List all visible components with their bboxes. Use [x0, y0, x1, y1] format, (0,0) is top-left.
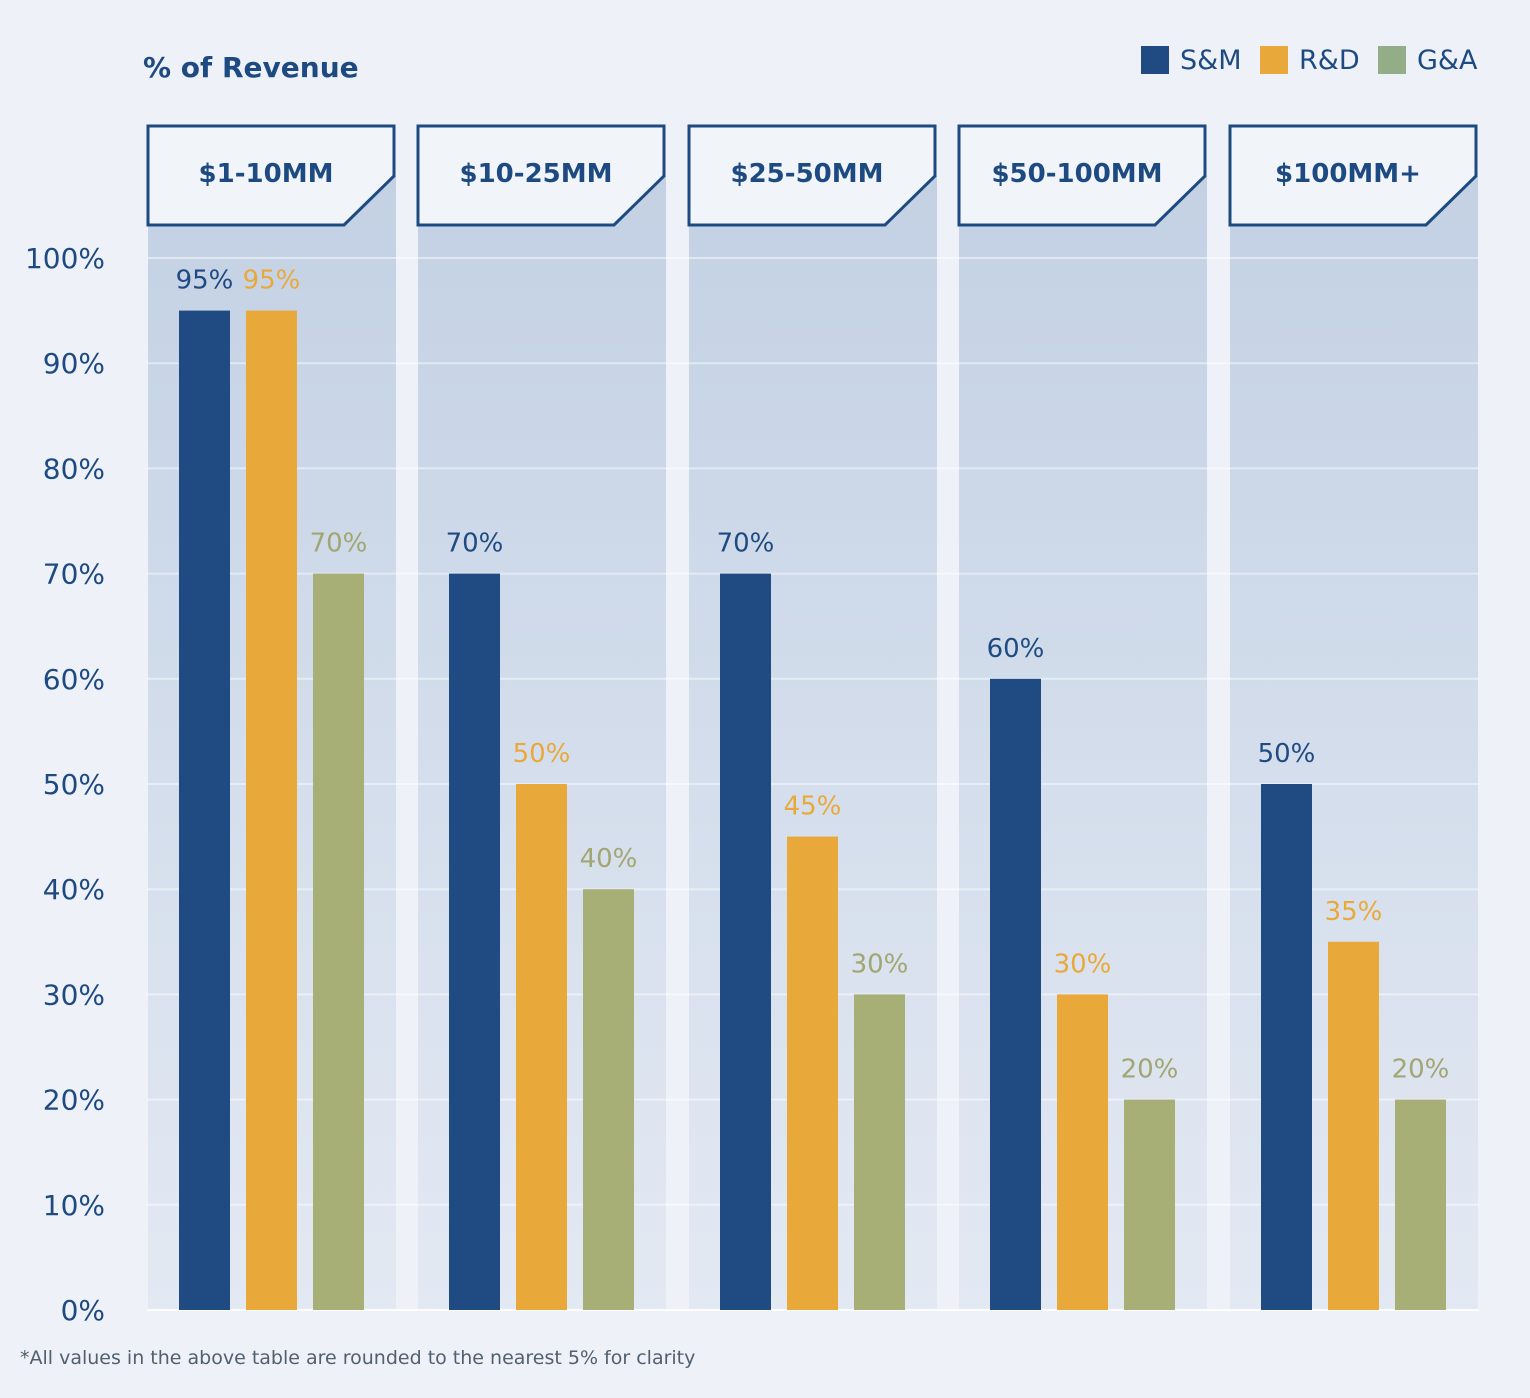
legend-label: R&D — [1299, 45, 1360, 76]
y-axis-title: % of Revenue — [143, 51, 359, 84]
bar-rd-3 — [787, 836, 838, 1310]
bar-rd-1 — [246, 310, 297, 1311]
category-label: $100MM+ — [1275, 159, 1421, 189]
legend-label: S&M — [1180, 45, 1242, 76]
category-header-1: $1-10MM — [146, 124, 396, 227]
category-header-3: $25-50MM — [687, 124, 937, 227]
value-label: 35% — [1325, 897, 1383, 927]
y-tick-label: 20% — [43, 1084, 105, 1117]
bar-sm-5 — [1261, 784, 1312, 1310]
bar-ga-5 — [1395, 1099, 1446, 1310]
y-axis-ticks: 0% 10% 20% 30% 40% 50% 60% 70% 80% 90% 100% — [25, 242, 105, 1327]
category-header-2: $10-25MM — [416, 124, 666, 227]
y-tick-label: 10% — [43, 1189, 105, 1222]
y-tick-label: 80% — [43, 452, 105, 485]
y-tick-label: 60% — [43, 663, 105, 696]
legend-swatch — [1141, 46, 1169, 74]
y-tick-label: 70% — [43, 558, 105, 591]
value-label: 45% — [784, 792, 842, 822]
value-label: 20% — [1121, 1055, 1179, 1085]
value-label: 70% — [717, 529, 775, 559]
y-tick-label: 0% — [61, 1294, 105, 1327]
bar-ga-1 — [313, 573, 364, 1310]
y-tick-label: 90% — [43, 347, 105, 380]
category-header-shape — [146, 124, 396, 227]
value-label: 30% — [851, 949, 909, 979]
bar-sm-1 — [179, 310, 230, 1311]
bar-rd-4 — [1057, 994, 1108, 1310]
category-headers: $1-10MM $10-25MM $25-50MM $50-100MM $100MM+ — [146, 124, 1478, 227]
value-label: 95% — [243, 266, 301, 296]
footnote: *All values in the above table are round… — [20, 1347, 695, 1369]
category-label: $1-10MM — [199, 159, 334, 189]
value-label: 40% — [580, 844, 638, 874]
value-labels: 95% 70% 70% 60% 50% 95% 50% 45% 30% 35% 70% 40% 30% 2… — [176, 266, 1450, 1085]
category-header-shape — [957, 124, 1207, 227]
bar-rd-2 — [516, 784, 567, 1310]
legend-swatch — [1378, 46, 1406, 74]
category-header-shape — [687, 124, 937, 227]
value-label: 60% — [987, 634, 1045, 664]
value-label: 20% — [1392, 1055, 1450, 1085]
value-label: 50% — [513, 739, 571, 769]
value-label: 50% — [1258, 739, 1316, 769]
legend-label: G&A — [1417, 45, 1478, 76]
y-tick-label: 40% — [43, 873, 105, 906]
bar-ga-4 — [1124, 1099, 1175, 1310]
category-label: $10-25MM — [460, 159, 613, 189]
bar-ga-2 — [583, 889, 634, 1310]
bars — [179, 310, 1446, 1311]
y-tick-label: 50% — [43, 768, 105, 801]
category-header-4: $50-100MM — [957, 124, 1207, 227]
bar-sm-3 — [720, 573, 771, 1310]
bar-sm-4 — [990, 678, 1041, 1310]
legend-swatch — [1260, 46, 1288, 74]
bar-rd-5 — [1328, 941, 1379, 1310]
legend: S&M R&D G&A — [1141, 45, 1478, 76]
value-label: 70% — [446, 529, 504, 559]
category-label: $25-50MM — [731, 159, 884, 189]
value-label: 70% — [310, 529, 368, 559]
category-label: $50-100MM — [991, 159, 1162, 189]
bar-sm-2 — [449, 573, 500, 1310]
category-header-shape — [416, 124, 666, 227]
y-tick-label: 100% — [25, 242, 105, 275]
value-label: 95% — [176, 266, 234, 296]
y-tick-label: 30% — [43, 978, 105, 1011]
value-label: 30% — [1054, 949, 1112, 979]
bar-ga-3 — [854, 994, 905, 1310]
category-header-shape — [1228, 124, 1478, 227]
category-header-5: $100MM+ — [1228, 124, 1478, 227]
